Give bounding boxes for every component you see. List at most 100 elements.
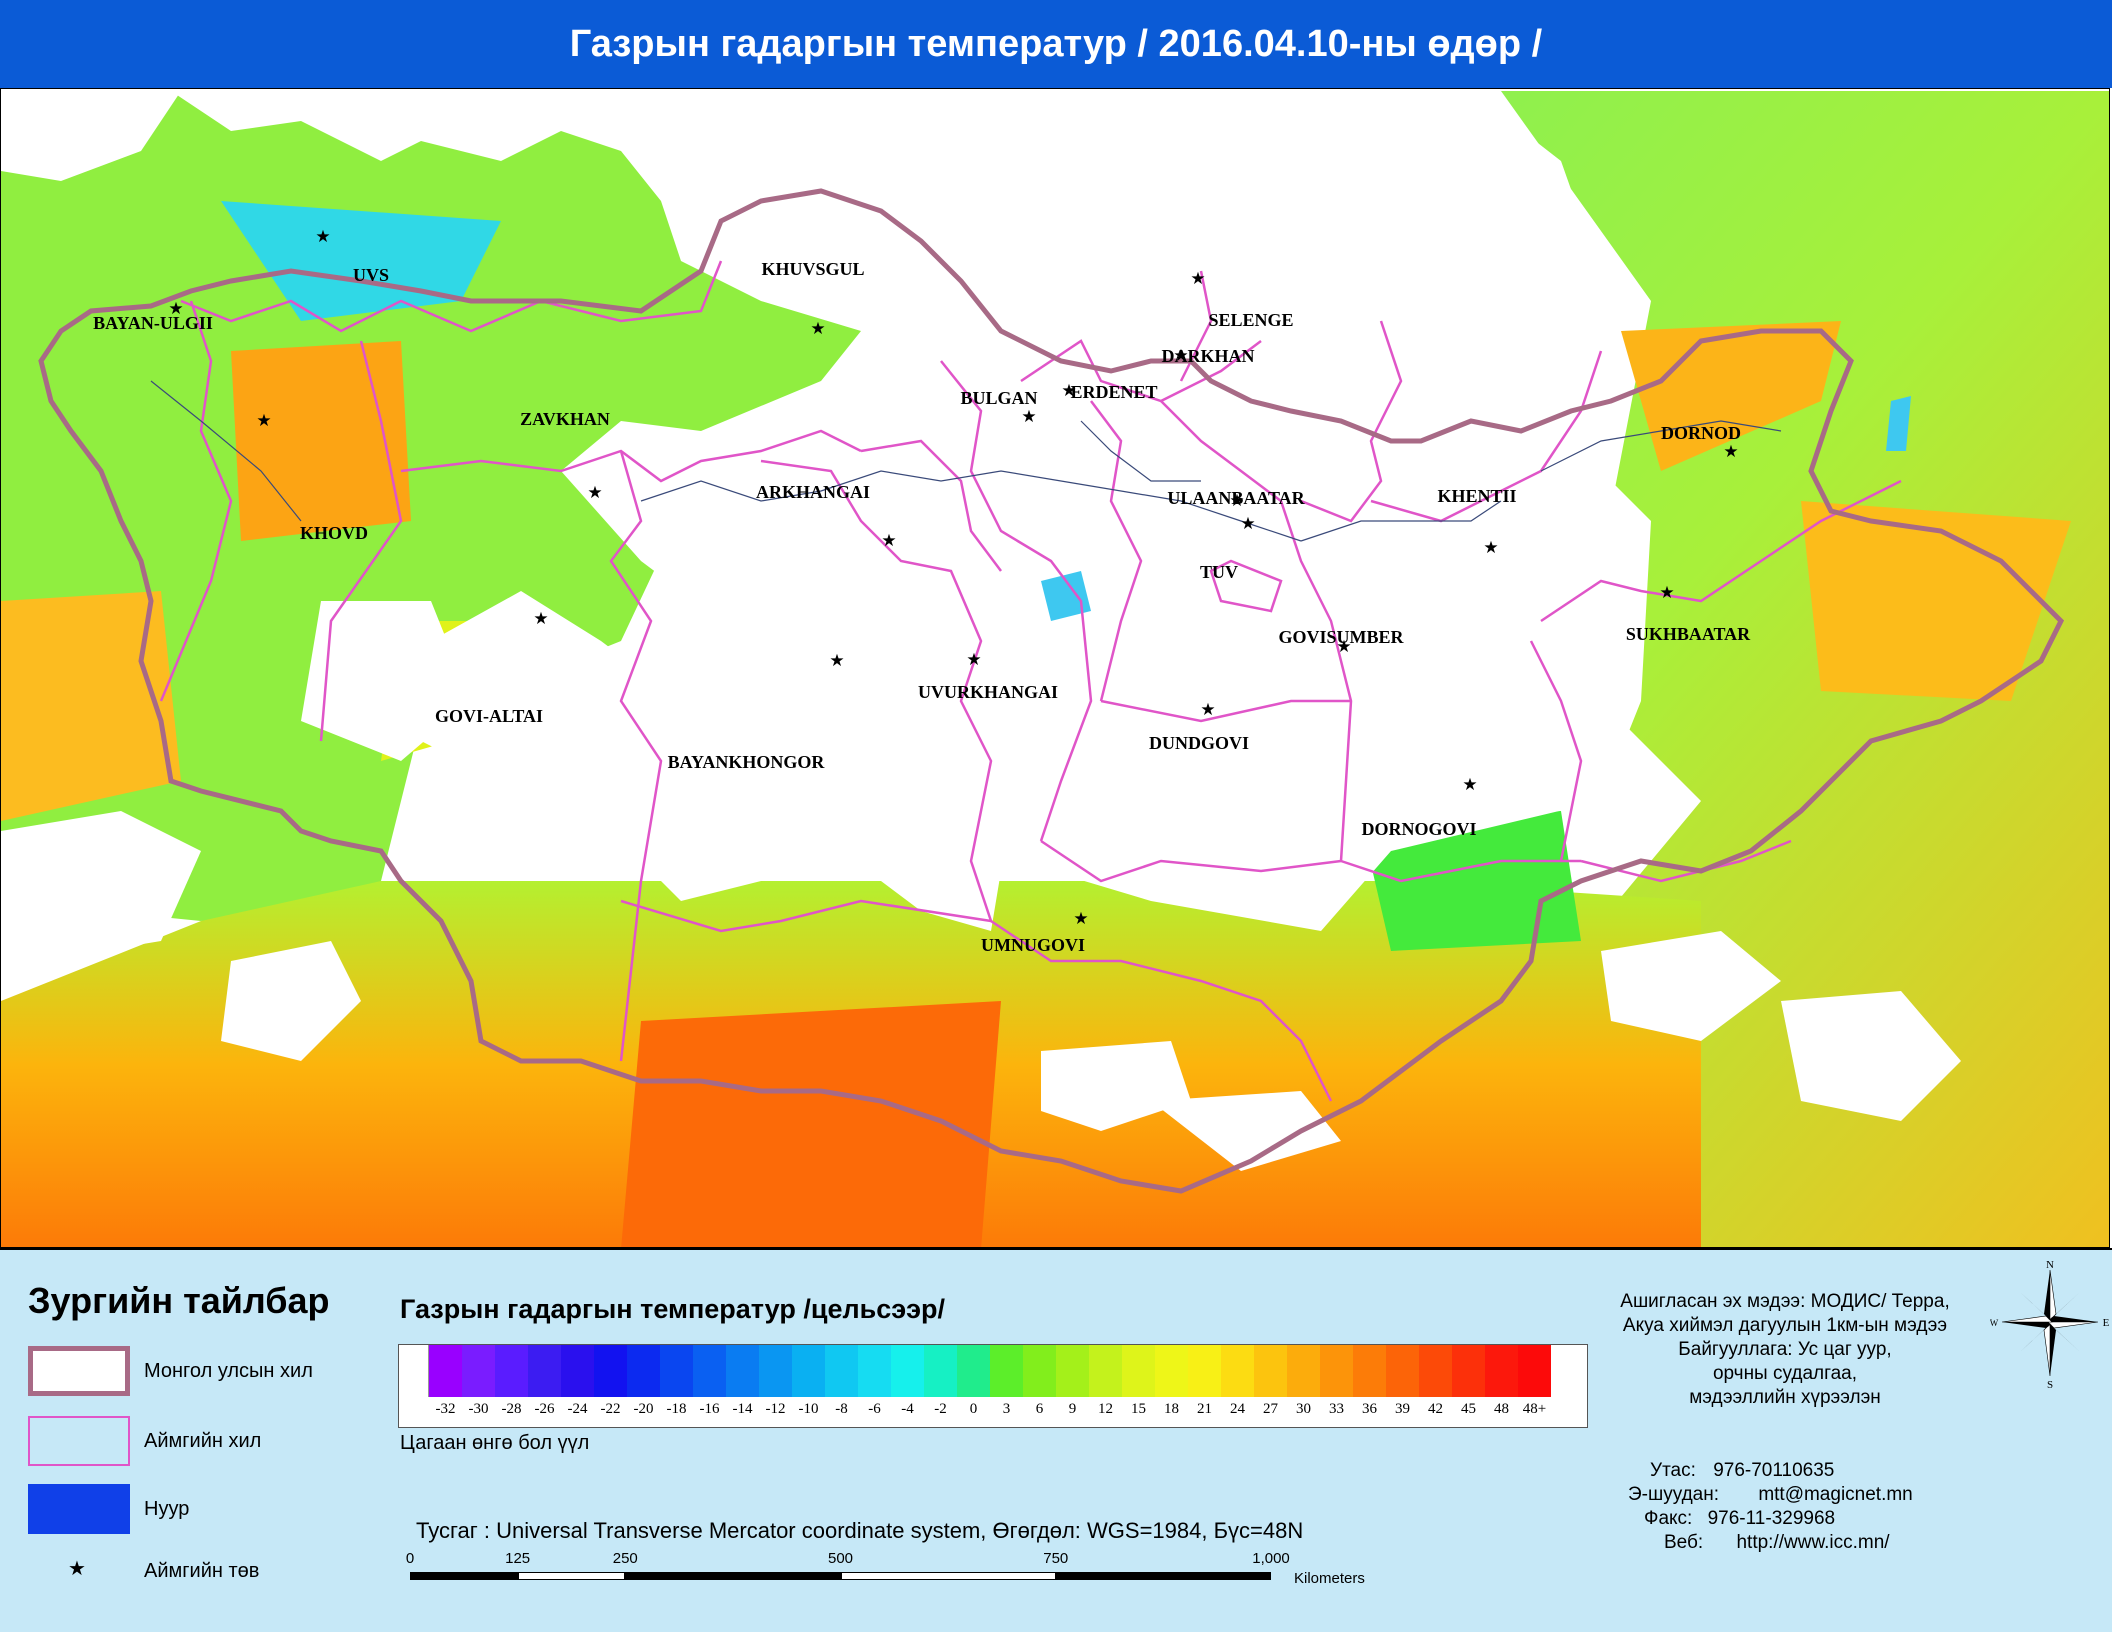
aimag-center-star-icon: ★ [1336,637,1351,656]
aimag-label: DORNOGOVI [1361,819,1476,839]
colorbar-swatch [1518,1345,1551,1397]
fax-label: Факс: [1644,1508,1693,1529]
colorbar-label: 33 [1329,1401,1344,1417]
colorbar-label: -14 [732,1401,753,1417]
colorbar-label: 9 [1068,1401,1077,1417]
scale-tick-label: 125 [505,1550,531,1567]
colorbar-swatch [1386,1345,1419,1397]
aimag-center-star-icon: ★ [256,411,271,430]
aimag-center-star-icon: ★ [1659,583,1674,602]
colorbar-label: 3 [1002,1401,1011,1417]
colorbar-swatch-cloud [399,1345,429,1397]
aimag-label: ZAVKHAN [520,409,610,429]
colorbar-label: 0 [969,1401,978,1417]
compass-w: W [1990,1318,1999,1328]
colorbar-swatch [627,1345,660,1397]
aimag-center-star-icon: ★ [315,227,330,246]
colorbar-label: 24 [1230,1401,1245,1417]
colorbar-label: -30 [468,1401,489,1417]
colorbar-label: -6 [868,1401,881,1417]
aimag-center-star-icon: ★ [881,531,896,550]
aimag-center-star-icon: ★ [829,651,844,670]
scale-tick-label: 250 [612,1550,638,1567]
star-icon: ★ [68,1558,86,1580]
scale-tick-label: 750 [1043,1550,1069,1567]
scale-segment [410,1572,518,1580]
colorbar-label: 6 [1035,1401,1044,1417]
aimag-center-star-icon: ★ [1061,381,1076,400]
colorbar-swatch [660,1345,693,1397]
web-label: Веб: [1664,1532,1704,1553]
colorbar-label: -10 [798,1401,819,1417]
rivers [150,380,1782,542]
colorbar-label: 21 [1197,1401,1212,1417]
contact-email: Э-шуудан: mtt@magicnet.mn [1628,1484,1913,1506]
colorbar-label: 42 [1428,1401,1443,1417]
legend-label-national-border: Монгол улсын хил [144,1360,313,1382]
source-line: Байгууллага: Ус цаг уур, [1678,1339,1892,1360]
colorbar-label: 39 [1395,1401,1410,1417]
colorbar-swatch [1122,1345,1155,1397]
scale-unit: Kilometers [1294,1570,1365,1587]
colorbar-swatch [1056,1345,1089,1397]
source-line: мэдээллийн хүрээлэн [1689,1387,1881,1408]
colorbar-swatch [693,1345,726,1397]
colorbar-swatch [792,1345,825,1397]
colorbar-label: -18 [666,1401,687,1417]
aimag-center-star-icon: ★ [1190,269,1205,288]
contact-fax: Факс: 976-11-329968 [1644,1508,1835,1530]
aimag-label: DARKHAN [1162,346,1255,366]
legend-label-lake: Нуур [144,1498,190,1520]
colorbar-label: -2 [934,1401,947,1417]
compass-n: N [2046,1259,2054,1271]
compass-e: E [2103,1317,2110,1329]
email-label: Э-шуудан: [1628,1484,1720,1505]
colorbar-swatch [990,1345,1023,1397]
compass-s: S [2047,1379,2053,1388]
source-line: Акуа хиймэл дагуулын 1км-ын мэдээ [1622,1315,1948,1336]
colorbar-swatch [561,1345,594,1397]
colorbar-label: -32 [435,1401,456,1417]
colorbar-label: -22 [600,1401,621,1417]
colorbar-swatch [462,1345,495,1397]
aimag-centers: ★ ★ ★ ★ ★ ★ ★ ★ ★ ★ ★ ★ ★ ★ ★ ★ ★ ★ ★ ★ ★ ★ [168,227,1738,928]
colorbar-swatch [891,1345,924,1397]
aimag-center-star-icon: ★ [587,483,602,502]
aimag-label: ARKHANGAI [756,482,870,502]
aimag-center-star-icon: ★ [1462,775,1477,794]
aimag-label: UMNUGOVI [981,935,1085,955]
scale-tick-label: 500 [827,1550,854,1567]
aimag-label: TUV [1200,562,1238,582]
aimag-label: GOVISUMBER [1278,627,1404,647]
legend-title: Зургийн тайлбар [28,1280,330,1321]
aimag-center-star-icon: ★ [1723,442,1738,461]
colorbar-label: -24 [567,1401,588,1417]
colorbar-label: 36 [1362,1401,1377,1417]
colorbar-label: -16 [699,1401,720,1417]
aimag-center-star-icon: ★ [966,650,981,669]
colorbar-label: 30 [1296,1401,1311,1417]
data-source: Ашигласан эх мэдээ: МОДИС/ Терра, Акуа х… [1575,1290,1995,1410]
colorbar-swatch [957,1345,990,1397]
aimag-center-star-icon: ★ [533,609,548,628]
colorbar-label: -12 [765,1401,786,1417]
colorbar-swatch [1188,1345,1221,1397]
colorbar-swatch [429,1345,462,1397]
colorbar-swatch [1155,1345,1188,1397]
aimag-label: SELENGE [1208,310,1293,330]
legend-panel: Зургийн тайлбар Монгол улсын хил Аймгийн… [0,1248,2112,1632]
colorbar-label: 48 [1494,1401,1509,1417]
colorbar-swatch [1254,1345,1287,1397]
phone-label: Утас: [1650,1460,1696,1481]
aimag-label: DORNOD [1661,423,1741,443]
scale-bar: Kilometers 0 125 250 500 750 1,000 [406,1550,1390,1610]
aimag-label: GOVI-ALTAI [435,706,543,726]
aimag-label: KHUVSGUL [761,259,864,279]
colorbar-label: -8 [835,1401,848,1417]
map-title: Газрын гадаргын температур / 2016.04.10-… [569,22,1543,65]
national-border [38,188,2065,1194]
colorbar-swatch [1221,1345,1254,1397]
scale-segment [840,1572,1056,1580]
aimag-label: DUNDGOVI [1149,733,1249,753]
colorbar-labels: -32 -30 -28 -26 -24 -22 -20 -18 -16 -14 -12 -10 -8 -6… [429,1401,1551,1425]
